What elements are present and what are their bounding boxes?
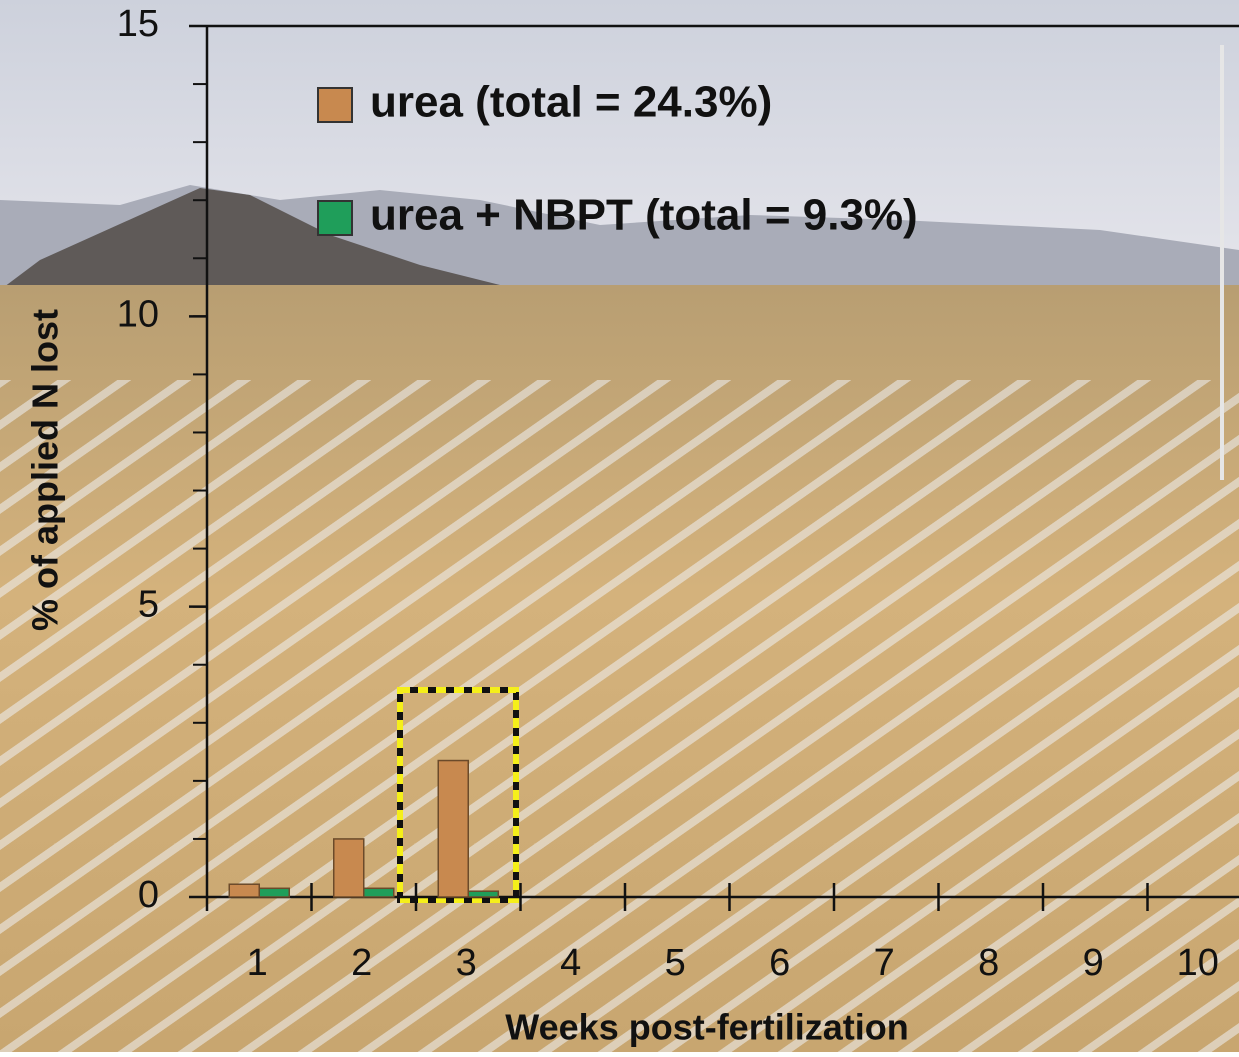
x-tick-label: 2	[351, 942, 372, 984]
x-tick-label: 5	[665, 942, 686, 984]
x-tick-label: 10	[1177, 942, 1219, 984]
legend-swatch	[317, 87, 353, 123]
bar	[333, 838, 365, 898]
bar	[363, 887, 395, 898]
x-tick-label: 1	[247, 942, 268, 984]
x-tick-label: 3	[456, 942, 477, 984]
legend-swatch	[317, 200, 353, 236]
y-tick-label: 15	[117, 3, 159, 45]
highlight-box-dash	[397, 687, 519, 903]
x-tick-label: 7	[874, 942, 895, 984]
x-axis-label: Weeks post-fertilization	[505, 1007, 908, 1048]
y-axis-label: % of applied N lost	[25, 309, 66, 631]
legend-label: urea + NBPT (total = 9.3%)	[370, 191, 918, 240]
legend-label: urea (total = 24.3%)	[370, 78, 772, 127]
bar	[228, 883, 260, 898]
bar	[467, 890, 499, 898]
y-tick-label: 10	[117, 293, 159, 335]
x-tick-label: 6	[769, 942, 790, 984]
x-tick-label: 9	[1083, 942, 1104, 984]
x-tick-label: 4	[560, 942, 581, 984]
x-tick-label: 8	[978, 942, 999, 984]
y-tick-label: 5	[138, 584, 159, 626]
bar	[437, 759, 469, 898]
y-tick-label: 0	[138, 874, 159, 916]
bar	[258, 887, 290, 898]
